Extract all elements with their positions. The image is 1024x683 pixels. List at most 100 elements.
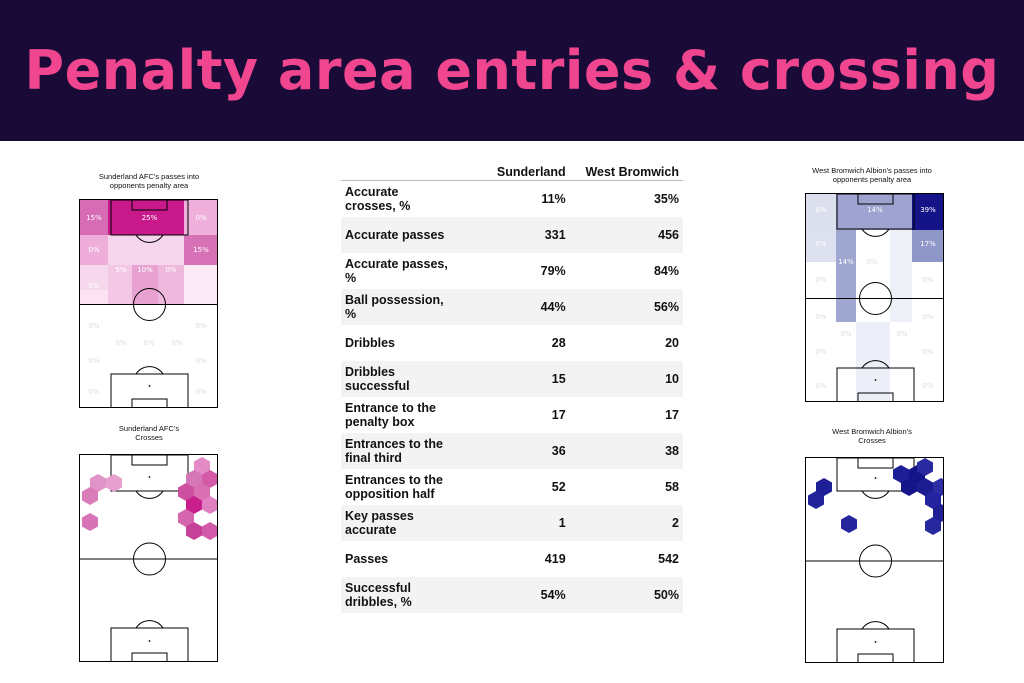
westbrom-entries-pitch: 0% 14% 39% 0% 17% 14% 0% 0% 0% 0% 0% 0% … (805, 193, 944, 402)
table-header-row: Sunderland West Bromwich (341, 163, 683, 181)
zone-label: 0% (195, 214, 206, 222)
zone-label: 0% (840, 330, 851, 338)
column-header-west-bromwich: West Bromwich (569, 163, 683, 181)
row-value-west-bromwich: 456 (569, 217, 683, 253)
zone-label: 0% (88, 388, 99, 396)
table-row: Passes 419 542 (341, 541, 683, 577)
zone-label: 17% (920, 240, 936, 248)
row-value-sunderland: 11% (541, 192, 566, 206)
westbrom-entries-panel: West Bromwich Albion's passes into oppon… (793, 166, 951, 404)
row-label: Accurate passes (341, 217, 484, 253)
row-label: Passes (345, 552, 389, 566)
row-label: Ball possession,% (341, 289, 484, 325)
zone-label: 0% (88, 246, 99, 254)
zone-label: 0% (922, 382, 933, 390)
zone-label: 0% (815, 313, 826, 321)
zone-label: 0% (922, 348, 933, 356)
row-value-west-bromwich: 2 (569, 505, 683, 541)
row-value-west-bromwich: 58 (665, 480, 679, 494)
table-row: Entrances to the opposition half 52 58 (341, 469, 683, 505)
zone-label: 5% (115, 266, 126, 274)
row-value-west-bromwich: 17 (665, 408, 679, 422)
table-row: Dribbles successful 15 10 (341, 361, 683, 397)
zone-label: 0% (866, 258, 877, 266)
table-row: Accurate passes 331 456 (341, 217, 683, 253)
row-value-west-bromwich: 542 (658, 552, 679, 566)
zone-label: 0% (143, 339, 154, 347)
zone-label: 0% (115, 339, 126, 347)
row-value-west-bromwich: 50% (569, 577, 683, 613)
row-label: Entrance to the penalty box (345, 401, 436, 429)
westbrom-cross-hexes (808, 458, 943, 535)
sunderland-entries-heatmap: 15% 25% 0% 0% 15% 5% 10% 0% 0% 0% 0% 0% … (80, 200, 217, 407)
row-value-sunderland: 44% (484, 289, 570, 325)
row-label: Dribbles successful (341, 361, 484, 397)
row-value-sunderland: 28 (551, 336, 566, 350)
row-value-sunderland: 36 (484, 433, 570, 469)
zone-label: 14% (867, 206, 883, 214)
table-row: Accurate passes,% 79% 84% (341, 253, 683, 289)
row-value-west-bromwich: 10 (569, 361, 683, 397)
table-row: Dribbles 28 20 (341, 325, 683, 361)
zone-label: 0% (815, 276, 826, 284)
stats-table: Sunderland West Bromwich Accurate crosses… (341, 163, 683, 613)
row-value-west-bromwich: 84% (653, 264, 679, 278)
table-row: Entrance to the penalty box 17 17 (341, 397, 683, 433)
zone-label: 15% (193, 246, 209, 254)
sunderland-crosses-pitch (79, 454, 218, 662)
sunderland-crosses-title-1: Sunderland AFC's (118, 424, 180, 433)
sunderland-entries-title-2: opponents penalty area (109, 181, 189, 190)
zone-label: 0% (165, 266, 176, 274)
zone-label: 14% (838, 258, 854, 266)
zone-label: 0% (195, 357, 206, 365)
zone-label: 0% (88, 282, 99, 290)
sunderland-crosses-title-2: Crosses (135, 433, 163, 442)
westbrom-entries-title-2: opponents penalty area (832, 175, 912, 184)
row-value-west-bromwich: 20 (665, 336, 679, 350)
zone-label: 0% (922, 313, 933, 321)
zone-label: 10% (137, 266, 153, 274)
zone-label: 0% (195, 388, 206, 396)
zone-label: 0% (896, 330, 907, 338)
zone-label: 0% (815, 206, 826, 214)
header-banner (0, 0, 1024, 141)
sunderland-crosses-map (80, 455, 217, 661)
sunderland-cross-hexes (82, 457, 217, 540)
table-row: Entrances to the final third 36 38 (341, 433, 683, 469)
table-row: Accurate crosses, % 11% 35% (341, 181, 683, 218)
row-value-sunderland: 79% (540, 264, 566, 278)
zone-label: 0% (815, 240, 826, 248)
zone-label: 0% (815, 382, 826, 390)
row-label: Accurate passes,% (345, 257, 448, 285)
sunderland-entries-title-1: Sunderland AFC's passes into (98, 172, 200, 181)
westbrom-crosses-pitch (805, 457, 944, 663)
row-value-sunderland: 331 (484, 217, 570, 253)
row-value-west-bromwich: 35% (653, 192, 679, 206)
zone-label: 0% (88, 322, 99, 330)
westbrom-crosses-title-1: West Bromwich Albion's (832, 427, 912, 436)
zone-label: 0% (88, 357, 99, 365)
westbrom-crosses-map (806, 458, 943, 662)
zone-label: 0% (195, 322, 206, 330)
sunderland-crosses-panel: Sunderland AFC's Crosses (70, 424, 228, 664)
row-label: Dribbles (345, 336, 396, 350)
page-title: Penalty area entries & crossing (24, 39, 1000, 102)
row-value-sunderland: 419 (544, 552, 566, 566)
zone-label: 39% (920, 206, 936, 214)
row-value-sunderland: 15 (484, 361, 570, 397)
sunderland-entries-pitch: 15% 25% 0% 0% 15% 5% 10% 0% 0% 0% 0% 0% … (79, 199, 218, 408)
table-row: Ball possession,% 44% 56% (341, 289, 683, 325)
zone-label: 0% (171, 339, 182, 347)
westbrom-crosses-panel: West Bromwich Albion's Crosses (793, 427, 951, 665)
zone-label: 0% (815, 348, 826, 356)
row-label: Key passes accurate (341, 505, 484, 541)
westbrom-crosses-title-2: Crosses (858, 436, 886, 445)
westbrom-entries-title-1: West Bromwich Albion's passes into (812, 166, 932, 175)
zone-label: 0% (922, 276, 933, 284)
table-row: Key passes accurate 1 2 (341, 505, 683, 541)
row-value-sunderland: 54% (484, 577, 570, 613)
row-value-sunderland: 1 (484, 505, 570, 541)
row-value-west-bromwich: 38 (569, 433, 683, 469)
column-header-sunderland: Sunderland (484, 163, 570, 181)
row-label: Entrances to the opposition half (345, 473, 443, 501)
